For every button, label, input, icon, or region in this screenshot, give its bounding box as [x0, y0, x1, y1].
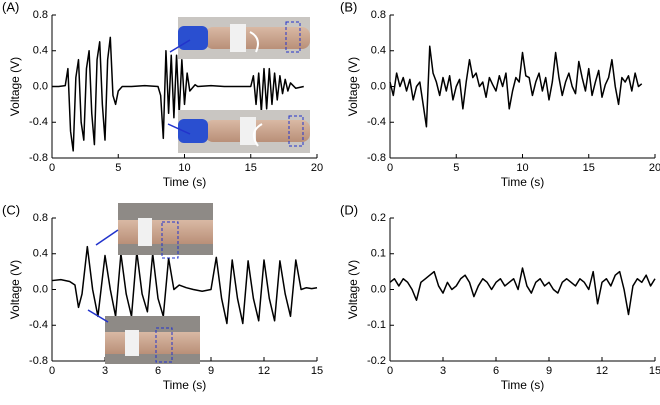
arrow [95, 229, 119, 246]
y-tick-label: 0.2 [371, 212, 386, 224]
x-tick-label: 20 [649, 162, 660, 174]
x-tick-label: 12 [596, 365, 608, 377]
x-tick-label: 3 [440, 365, 446, 377]
x-tick-label: 10 [516, 162, 528, 174]
y-axis-label: Voltage (V) [346, 57, 360, 116]
y-tick-label: 0.4 [33, 248, 48, 260]
panel-label: (A) [2, 0, 19, 14]
x-tick-label: 6 [493, 365, 499, 377]
x-axis-label: Time (s) [501, 175, 545, 189]
data-line [51, 245, 318, 325]
x-axis-label: Time (s) [501, 378, 545, 392]
x-tick-label: 15 [649, 365, 660, 377]
y-tick-label: 0.4 [33, 45, 48, 57]
inset-photo [178, 110, 310, 153]
x-axis-label: Time (s) [163, 175, 207, 189]
x-tick-label: 6 [155, 365, 161, 377]
x-tick-label: 12 [258, 365, 270, 377]
x-tick-label: 3 [102, 365, 108, 377]
y-tick-label: 0.8 [33, 9, 48, 21]
x-tick-label: 0 [387, 365, 393, 377]
y-tick-label: 0.1 [371, 248, 386, 260]
y-tick-label: -0.2 [367, 355, 386, 367]
y-tick-label: 0.0 [371, 283, 386, 295]
x-axis-label: Time (s) [163, 378, 207, 392]
x-tick-label: 15 [311, 365, 323, 377]
x-tick-label: 0 [387, 162, 393, 174]
y-axis-label: Voltage (V) [8, 260, 22, 319]
y-tick-label: -0.4 [29, 116, 48, 128]
x-tick-label: 0 [49, 162, 55, 174]
y-tick-label: -0.4 [29, 319, 48, 331]
arrow [167, 123, 191, 135]
y-tick-label: -0.4 [367, 116, 386, 128]
y-tick-label: 0.0 [33, 283, 48, 295]
y-tick-label: 0.0 [33, 80, 48, 92]
inset-photo [105, 316, 200, 364]
x-tick-label: 9 [546, 365, 552, 377]
arrow [87, 309, 109, 323]
x-tick-label: 5 [115, 162, 121, 174]
y-tick-label: 0.8 [33, 212, 48, 224]
inset-photo [178, 17, 310, 59]
y-tick-label: 0.0 [371, 80, 386, 92]
data-line [389, 45, 643, 128]
x-tick-label: 20 [311, 162, 323, 174]
panel-label: (C) [2, 202, 20, 217]
y-tick-label: -0.1 [367, 319, 386, 331]
x-tick-label: 10 [178, 162, 190, 174]
y-tick-label: -0.8 [29, 355, 48, 367]
x-tick-label: 9 [208, 365, 214, 377]
x-tick-label: 5 [453, 162, 459, 174]
data-line [389, 267, 656, 316]
panel-label: (D) [340, 202, 358, 217]
y-tick-label: -0.8 [29, 152, 48, 164]
x-tick-label: 15 [583, 162, 595, 174]
y-axis-label: Voltage (V) [8, 57, 22, 116]
panel-label: (B) [340, 0, 357, 14]
inset-photo [118, 203, 213, 259]
y-axis-label: Voltage (V) [346, 260, 360, 319]
y-tick-label: 0.8 [371, 9, 386, 21]
y-tick-label: 0.4 [371, 45, 386, 57]
arrow [169, 39, 191, 53]
x-tick-label: 0 [49, 365, 55, 377]
y-tick-label: -0.8 [367, 152, 386, 164]
data-line [52, 36, 304, 152]
x-tick-label: 15 [245, 162, 257, 174]
